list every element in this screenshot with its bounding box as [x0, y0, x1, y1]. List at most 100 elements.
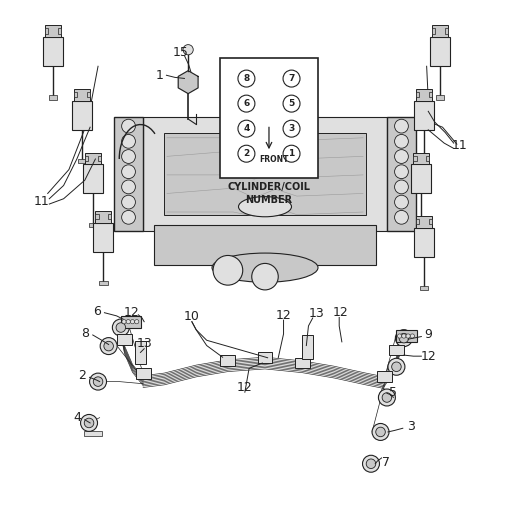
- Circle shape: [122, 119, 136, 133]
- Bar: [416, 92, 419, 97]
- Bar: [414, 101, 434, 130]
- Bar: [45, 28, 48, 33]
- Text: 12: 12: [123, 306, 139, 319]
- Circle shape: [90, 373, 107, 390]
- Bar: [45, 25, 61, 37]
- Text: 6: 6: [93, 305, 101, 317]
- Bar: [121, 316, 141, 328]
- Text: 4: 4: [73, 411, 81, 423]
- Bar: [114, 117, 143, 231]
- Bar: [445, 28, 448, 33]
- Bar: [49, 95, 57, 100]
- Circle shape: [363, 455, 379, 472]
- Text: 7: 7: [382, 456, 390, 469]
- Bar: [43, 37, 63, 66]
- Circle shape: [394, 195, 408, 209]
- Circle shape: [126, 320, 130, 324]
- Text: FRONT: FRONT: [260, 155, 289, 164]
- Circle shape: [366, 459, 376, 469]
- Bar: [420, 159, 428, 163]
- Circle shape: [394, 149, 408, 163]
- Bar: [387, 117, 416, 231]
- Bar: [164, 132, 366, 215]
- Circle shape: [122, 135, 136, 148]
- Text: 15: 15: [172, 47, 188, 59]
- Circle shape: [112, 319, 129, 336]
- Text: 3: 3: [288, 124, 295, 133]
- Bar: [83, 164, 103, 193]
- Circle shape: [238, 145, 255, 162]
- Circle shape: [116, 323, 126, 332]
- Bar: [78, 159, 86, 163]
- Circle shape: [399, 333, 409, 343]
- Bar: [416, 89, 432, 101]
- Text: 11: 11: [33, 195, 49, 208]
- Bar: [99, 281, 108, 285]
- Bar: [411, 164, 431, 193]
- Text: CYLINDER/COIL: CYLINDER/COIL: [227, 182, 311, 192]
- Text: 8: 8: [243, 74, 250, 83]
- Circle shape: [84, 418, 94, 428]
- Bar: [432, 25, 448, 37]
- Bar: [430, 37, 450, 66]
- Ellipse shape: [238, 197, 292, 217]
- Text: 13: 13: [136, 337, 152, 350]
- Circle shape: [394, 165, 408, 179]
- Bar: [136, 368, 151, 379]
- Text: 3: 3: [407, 420, 414, 433]
- Text: 12: 12: [332, 306, 348, 319]
- Circle shape: [100, 338, 117, 355]
- Bar: [108, 214, 111, 219]
- Circle shape: [283, 120, 300, 137]
- Bar: [429, 219, 432, 224]
- Circle shape: [122, 210, 136, 224]
- Text: 8: 8: [81, 328, 89, 340]
- Bar: [396, 330, 417, 342]
- Bar: [84, 431, 102, 436]
- Circle shape: [130, 320, 135, 324]
- Bar: [413, 155, 417, 161]
- Circle shape: [122, 320, 126, 324]
- Circle shape: [183, 45, 193, 55]
- Text: 5: 5: [288, 99, 295, 108]
- Bar: [95, 214, 99, 219]
- Circle shape: [238, 120, 255, 137]
- Bar: [74, 92, 77, 97]
- Bar: [302, 335, 313, 359]
- Text: NUMBER: NUMBER: [245, 195, 293, 205]
- Bar: [414, 228, 434, 257]
- Polygon shape: [178, 70, 198, 94]
- Circle shape: [392, 362, 401, 372]
- Circle shape: [93, 377, 103, 386]
- Circle shape: [394, 180, 408, 194]
- Ellipse shape: [212, 253, 318, 282]
- Circle shape: [213, 255, 243, 285]
- Bar: [220, 58, 318, 178]
- Circle shape: [104, 341, 113, 351]
- Text: 12: 12: [276, 309, 292, 322]
- Text: 2: 2: [78, 369, 86, 382]
- Bar: [87, 92, 90, 97]
- Text: 10: 10: [184, 311, 200, 323]
- Text: 1: 1: [156, 69, 164, 82]
- Circle shape: [388, 358, 405, 375]
- Bar: [416, 219, 419, 224]
- Text: 5: 5: [389, 386, 398, 399]
- Circle shape: [252, 263, 278, 290]
- Bar: [377, 371, 392, 382]
- Text: 1: 1: [288, 149, 295, 158]
- Bar: [295, 358, 310, 368]
- Bar: [413, 153, 429, 164]
- Text: 11: 11: [452, 139, 468, 152]
- Circle shape: [410, 334, 414, 338]
- Bar: [389, 344, 404, 355]
- Circle shape: [122, 195, 136, 209]
- Text: 13: 13: [309, 307, 325, 320]
- Bar: [258, 352, 272, 363]
- Text: 12: 12: [237, 382, 253, 394]
- Bar: [72, 101, 92, 130]
- Text: 12: 12: [420, 350, 436, 363]
- Bar: [143, 117, 387, 231]
- Bar: [98, 155, 101, 161]
- Circle shape: [283, 95, 300, 112]
